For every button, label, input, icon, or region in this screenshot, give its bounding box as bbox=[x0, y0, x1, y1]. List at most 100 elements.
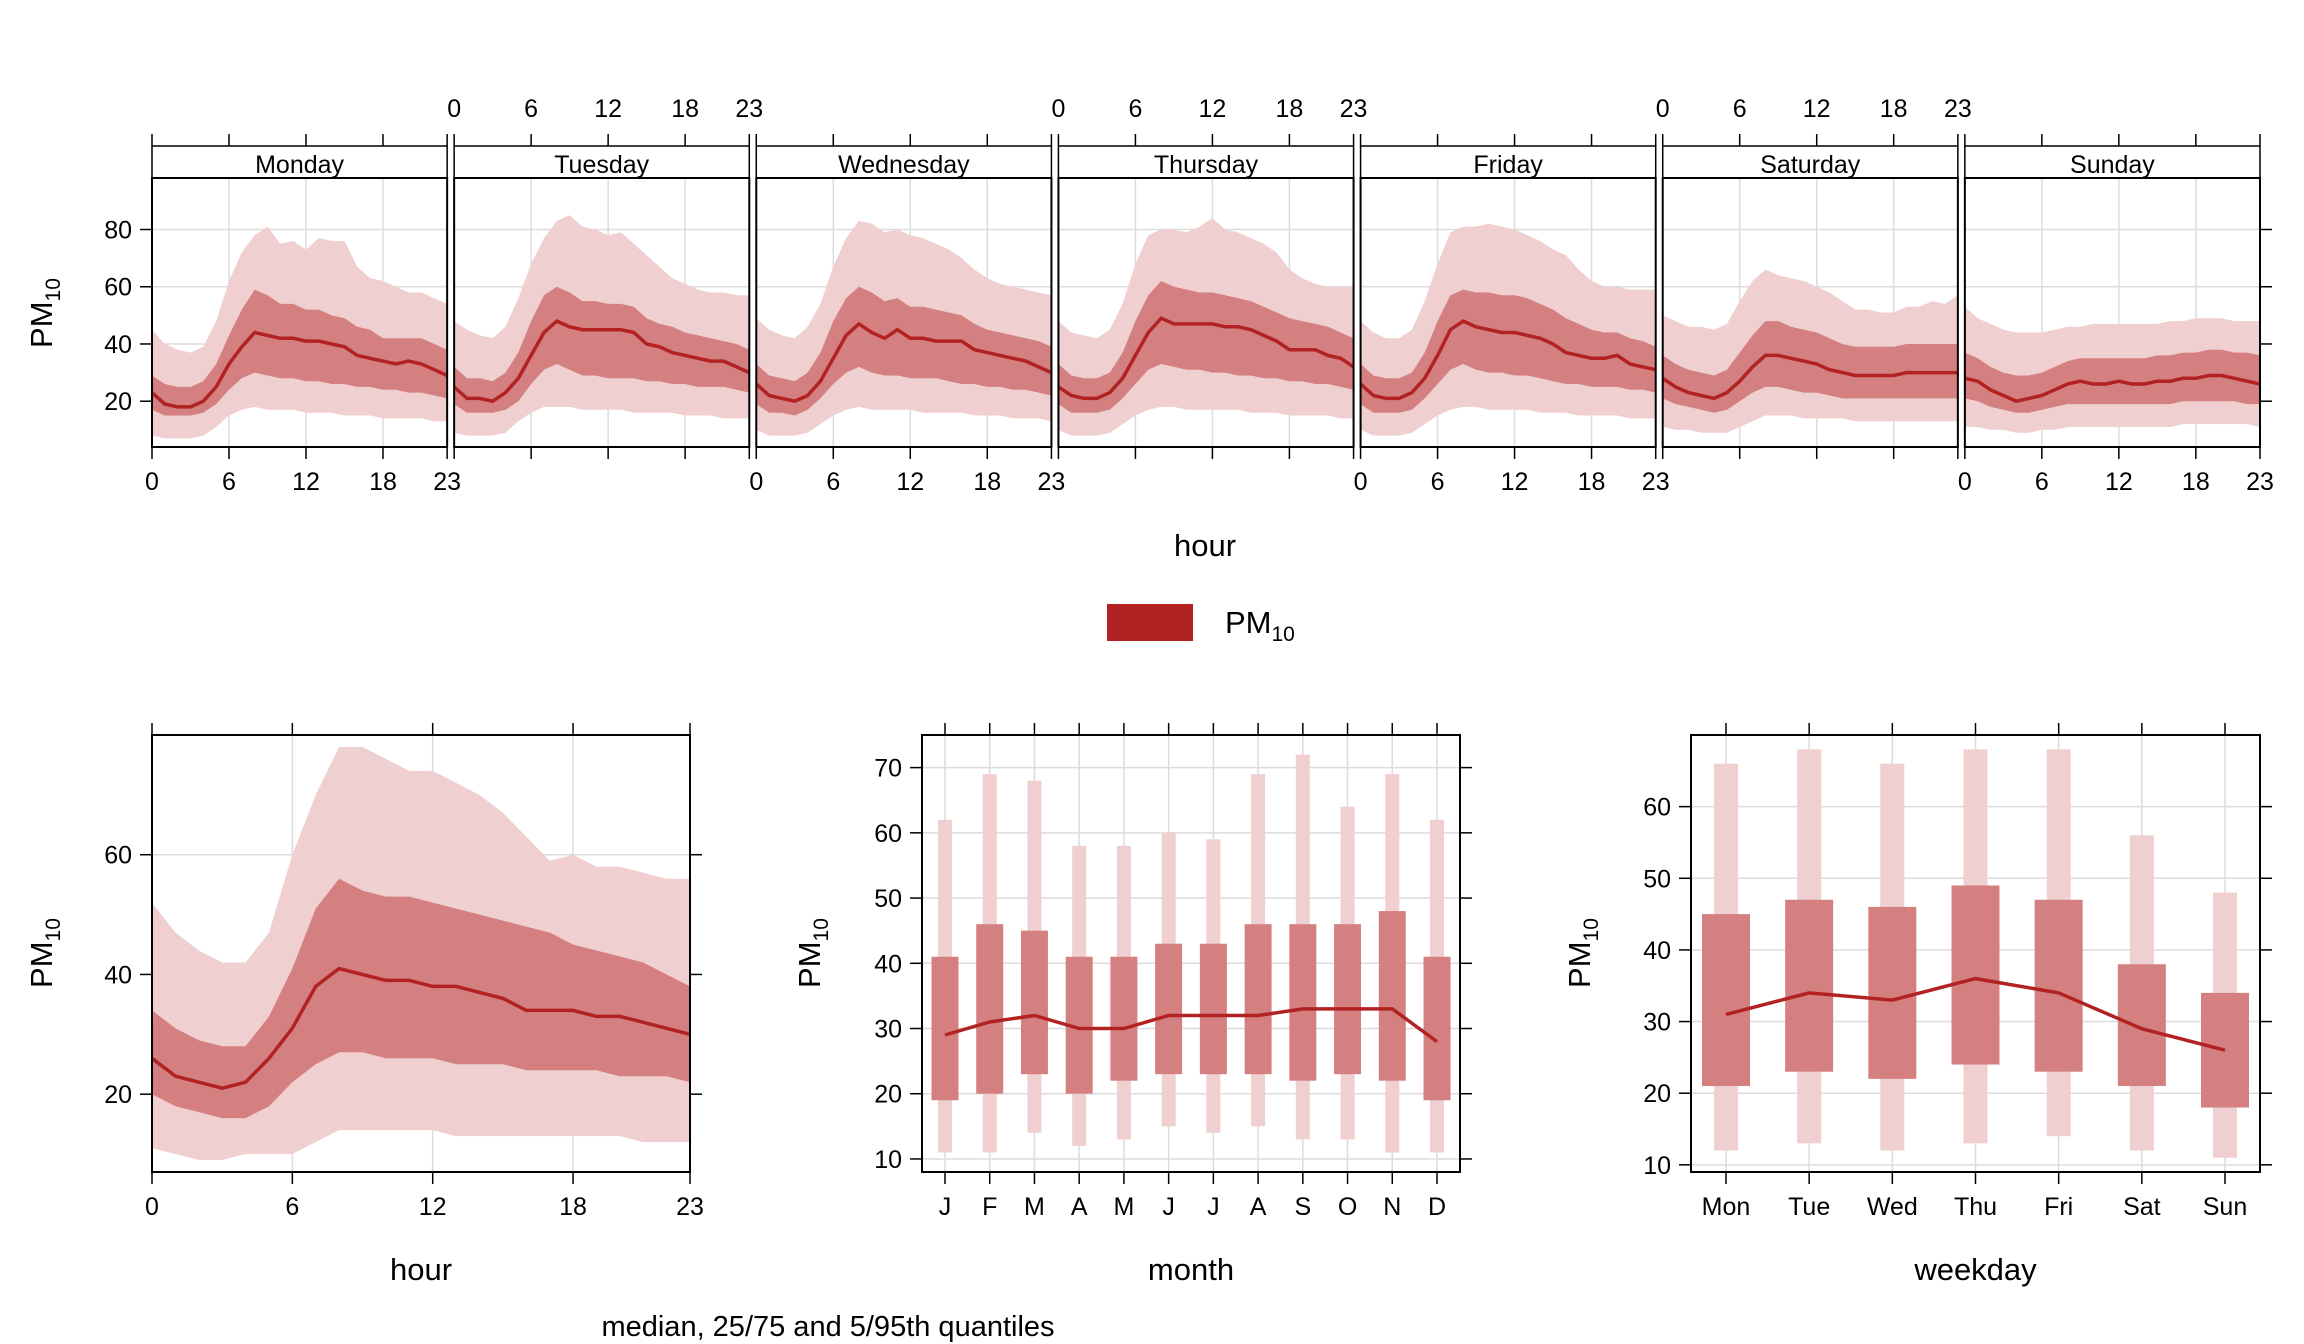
band-25-75 bbox=[756, 286, 1052, 416]
band-25-75 bbox=[1662, 321, 1958, 413]
y-tick-label: 40 bbox=[1643, 937, 1671, 965]
y-tick-label: 40 bbox=[874, 950, 902, 978]
bar-25-75 bbox=[1334, 924, 1362, 1075]
x-tick-label-top: 12 bbox=[1803, 95, 1831, 123]
x-tick-label: 0 bbox=[145, 468, 159, 496]
x-tick-label: 6 bbox=[2035, 468, 2049, 496]
y-axis-label: PM10 bbox=[24, 918, 65, 988]
bar-25-75 bbox=[1702, 914, 1750, 1087]
y-tick-label: 10 bbox=[1643, 1152, 1671, 1180]
band-25-75 bbox=[1058, 281, 1354, 413]
legend-label: PM10 bbox=[1225, 605, 1295, 646]
y-tick-label: 60 bbox=[104, 842, 132, 870]
panel-frame bbox=[453, 177, 751, 448]
x-tick-label: Sun bbox=[2203, 1193, 2247, 1221]
bar-25-75 bbox=[1868, 906, 1917, 1079]
median-line bbox=[452, 319, 751, 404]
x-axis-label: hour bbox=[390, 1252, 452, 1287]
band-25-75 bbox=[454, 286, 750, 413]
x-tick-label-top: 18 bbox=[1276, 95, 1304, 123]
bar-25-75 bbox=[931, 956, 959, 1101]
x-tick-label: 23 bbox=[1642, 468, 1670, 496]
panel-tuesday: Tuesday 0 6 12 18 23 bbox=[447, 95, 763, 459]
x-tick-label: 12 bbox=[1501, 468, 1529, 496]
bar-25-75 bbox=[1785, 899, 1834, 1072]
x-tick-label-top: 18 bbox=[671, 95, 699, 123]
y-tick-label: 30 bbox=[874, 1016, 902, 1044]
x-tick-label: 23 bbox=[676, 1193, 704, 1221]
y-tick-label: 10 bbox=[874, 1146, 902, 1174]
weekday-hour-panels: Monday 0 6 12 18 23 Tuesday 0 6 12 18 23 Wednesday 0 6… bbox=[24, 95, 2274, 563]
bar-25-75 bbox=[2034, 899, 2083, 1072]
x-tick-label: O bbox=[1338, 1193, 1357, 1221]
x-tick-label: N bbox=[1383, 1193, 1401, 1221]
x-tick-label-top: 12 bbox=[594, 95, 622, 123]
x-tick-label-top: 23 bbox=[1340, 95, 1368, 123]
x-tick-label: 23 bbox=[1038, 468, 1066, 496]
y-tick-label: 40 bbox=[104, 961, 132, 989]
strip-label: Monday bbox=[255, 151, 344, 179]
x-tick-label: J bbox=[1207, 1193, 1220, 1221]
strip-label: Wednesday bbox=[838, 151, 970, 179]
x-tick-label: M bbox=[1113, 1193, 1134, 1221]
x-tick-label-top: 0 bbox=[1656, 95, 1670, 123]
x-tick-label: 6 bbox=[285, 1193, 299, 1221]
y-tick-label: 20 bbox=[1643, 1080, 1671, 1108]
bar-25-75 bbox=[2117, 964, 2166, 1087]
x-tick-label: 18 bbox=[1578, 468, 1606, 496]
y-axis-label: PM10 bbox=[792, 918, 833, 988]
x-tick-label-top: 23 bbox=[1944, 95, 1972, 123]
x-tick-label-top: 0 bbox=[1051, 95, 1065, 123]
y-tick-label: 60 bbox=[1643, 794, 1671, 822]
panel-sunday: Sunday 0 6 12 18 23 bbox=[1958, 134, 2274, 496]
x-axis-label: month bbox=[1148, 1252, 1234, 1287]
panel-frame bbox=[151, 734, 691, 1173]
bar-25-75 bbox=[1289, 924, 1317, 1081]
x-tick-label: S bbox=[1294, 1193, 1311, 1221]
strip-label: Tuesday bbox=[554, 151, 649, 179]
x-tick-label: M bbox=[1024, 1193, 1045, 1221]
x-tick-label: 6 bbox=[222, 468, 236, 496]
x-tick-label: Sat bbox=[2123, 1193, 2161, 1221]
y-axis-label: PM10 bbox=[1562, 918, 1603, 988]
x-tick-label: 18 bbox=[973, 468, 1001, 496]
x-tick-label: 23 bbox=[2246, 468, 2274, 496]
x-tick-label: 12 bbox=[292, 468, 320, 496]
x-tick-label-top: 6 bbox=[1733, 95, 1747, 123]
weekday-panel: Mon Tue Wed Thu Fri Sat Sun 10 20 30 40 50 60 weekday… bbox=[1562, 723, 2272, 1287]
x-tick-label: J bbox=[1162, 1193, 1175, 1221]
x-tick-label-top: 18 bbox=[1880, 95, 1908, 123]
strip-label: Saturday bbox=[1760, 151, 1861, 179]
x-tick-label: 0 bbox=[1958, 468, 1972, 496]
median-line bbox=[1661, 353, 1958, 401]
hour-panel: 0 6 12 18 23 20 40 60 hour PM10 bbox=[24, 723, 704, 1287]
y-tick-label: 40 bbox=[104, 331, 132, 359]
panel-frame bbox=[151, 177, 449, 448]
x-tick-label: 12 bbox=[419, 1193, 447, 1221]
median-line bbox=[150, 330, 448, 409]
x-tick-label: Fri bbox=[2044, 1193, 2073, 1221]
panel-saturday: Saturday 0 6 12 18 23 bbox=[1656, 95, 1972, 459]
x-tick-label-top: 6 bbox=[1128, 95, 1142, 123]
band-25-75 bbox=[152, 289, 448, 416]
panel-monday: Monday 0 6 12 18 23 bbox=[145, 134, 461, 496]
panel-frame bbox=[755, 177, 1053, 448]
bar-25-75 bbox=[1020, 930, 1048, 1075]
x-tick-label-top: 12 bbox=[1199, 95, 1227, 123]
x-tick-label: Tue bbox=[1788, 1193, 1830, 1221]
panel-frame bbox=[921, 734, 1461, 1173]
x-tick-label: 6 bbox=[1431, 468, 1445, 496]
panel-thursday: Thursday 0 6 12 18 23 bbox=[1051, 95, 1367, 459]
x-tick-label-top: 0 bbox=[447, 95, 461, 123]
median-line bbox=[944, 1007, 1439, 1044]
bar-25-75 bbox=[1951, 885, 2000, 1065]
x-tick-label: 0 bbox=[1354, 468, 1368, 496]
bar-25-75 bbox=[2201, 992, 2249, 1108]
y-tick-label: 20 bbox=[104, 388, 132, 416]
median-line bbox=[1725, 976, 2226, 1052]
x-tick-label: A bbox=[1071, 1193, 1088, 1221]
band-25-75 bbox=[1360, 289, 1656, 413]
y-axis-label: PM10 bbox=[24, 278, 65, 348]
x-tick-label: J bbox=[939, 1193, 952, 1221]
